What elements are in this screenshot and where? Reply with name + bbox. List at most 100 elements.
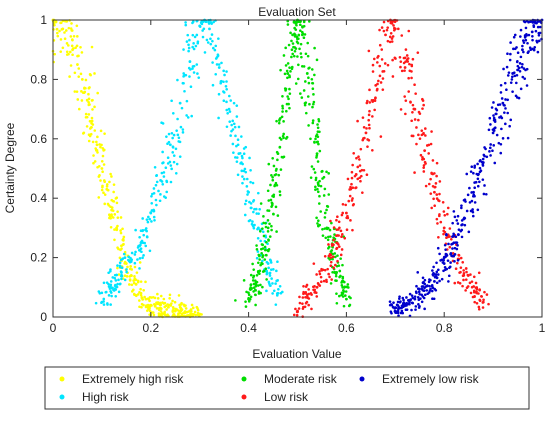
scatter-point	[481, 178, 485, 181]
scatter-point	[427, 143, 431, 147]
scatter-point	[472, 275, 476, 279]
scatter-point	[416, 51, 420, 54]
scatter-point	[451, 221, 454, 225]
scatter-point	[274, 169, 278, 172]
scatter-point	[521, 75, 525, 79]
scatter-point	[328, 275, 331, 279]
scatter-point	[214, 72, 218, 76]
scatter-point	[304, 295, 307, 299]
scatter-point	[302, 284, 305, 288]
scatter-point	[158, 199, 162, 203]
scatter-point	[171, 299, 174, 303]
scatter-point	[324, 236, 328, 240]
scatter-point	[200, 313, 203, 316]
scatter-point	[102, 191, 105, 195]
scatter-point	[102, 303, 106, 306]
scatter-point	[508, 124, 511, 128]
scatter-point	[285, 102, 289, 106]
scatter-point	[492, 129, 496, 132]
scatter-point	[104, 290, 108, 294]
scatter-point	[98, 174, 101, 177]
scatter-point	[184, 23, 188, 27]
scatter-point	[425, 284, 429, 288]
scatter-point	[87, 101, 90, 104]
scatter-point	[341, 263, 344, 267]
scatter-point	[323, 211, 327, 215]
scatter-point	[119, 231, 123, 235]
scatter-point	[265, 240, 268, 244]
scatter-point	[59, 50, 63, 53]
scatter-point	[308, 102, 311, 106]
scatter-point	[475, 301, 479, 305]
scatter-point	[283, 72, 287, 76]
scatter-point	[351, 163, 354, 167]
scatter-point	[435, 161, 439, 165]
scatter-point	[422, 170, 426, 173]
scatter-point	[334, 279, 337, 282]
scatter-point	[270, 277, 273, 280]
scatter-point	[258, 258, 261, 261]
scatter-point	[269, 268, 273, 271]
scatter-point	[469, 273, 472, 276]
scatter-point	[259, 202, 263, 205]
scatter-point	[142, 254, 145, 257]
scatter-point	[257, 261, 260, 265]
scatter-point	[423, 278, 427, 282]
scatter-point	[477, 271, 481, 275]
scatter-point	[198, 25, 202, 28]
scatter-point	[166, 162, 170, 165]
scatter-point	[142, 233, 146, 237]
scatter-point	[315, 295, 319, 298]
scatter-point	[148, 295, 152, 299]
scatter-point	[399, 108, 403, 111]
scatter-point	[538, 20, 542, 23]
scatter-point	[314, 176, 318, 180]
scatter-point	[502, 103, 506, 107]
scatter-point	[135, 271, 139, 274]
scatter-point	[109, 283, 113, 287]
legend-box	[44, 366, 530, 410]
scatter-point	[511, 90, 514, 93]
scatter-point	[299, 52, 303, 55]
scatter-point	[276, 214, 280, 217]
scatter-point	[456, 261, 459, 265]
scatter-point	[440, 277, 444, 281]
scatter-point	[174, 147, 178, 151]
scatter-point	[96, 151, 99, 154]
scatter-point	[123, 274, 127, 278]
scatter-point	[284, 89, 287, 92]
scatter-point	[423, 293, 427, 297]
scatter-point	[413, 83, 416, 87]
scatter-point	[164, 304, 168, 308]
scatter-point	[304, 111, 308, 115]
scatter-point	[151, 311, 155, 314]
scatter-point	[181, 81, 185, 85]
scatter-point	[334, 255, 337, 259]
scatter-point	[138, 244, 141, 248]
scatter-point	[322, 279, 326, 283]
scatter-point	[178, 155, 182, 158]
legend-marker	[241, 394, 247, 400]
scatter-point	[323, 227, 327, 230]
scatter-point	[504, 98, 507, 101]
scatter-point	[316, 190, 320, 194]
scatter-point	[337, 228, 340, 231]
scatter-point	[73, 71, 77, 75]
scatter-point	[366, 99, 369, 103]
scatter-point	[255, 244, 258, 247]
scatter-point	[332, 236, 335, 240]
scatter-point	[246, 193, 249, 196]
scatter-point	[430, 130, 433, 133]
scatter-point	[101, 170, 104, 174]
scatter-point	[316, 222, 319, 225]
scatter-point	[522, 41, 526, 44]
scatter-point	[259, 263, 262, 267]
chart-title: Evaluation Set	[258, 5, 336, 19]
scatter-point	[318, 270, 321, 273]
scatter-point	[252, 282, 256, 286]
scatter-point	[109, 226, 113, 229]
scatter-point	[262, 221, 265, 225]
scatter-point	[321, 234, 325, 237]
data-point	[286, 72, 290, 75]
scatter-point	[265, 260, 269, 264]
